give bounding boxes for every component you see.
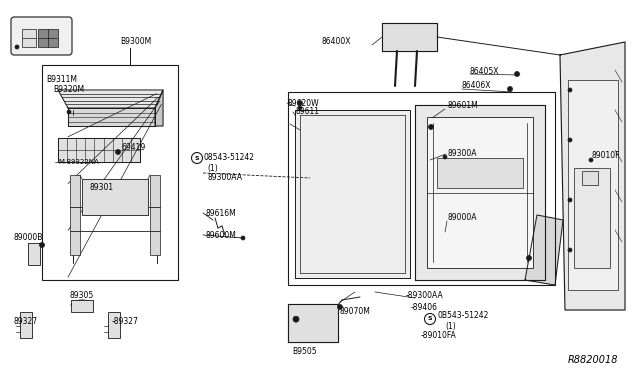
- Text: 89000B: 89000B: [14, 234, 44, 243]
- Text: -89010FA: -89010FA: [421, 330, 457, 340]
- Bar: [582, 171, 598, 185]
- Text: S: S: [428, 317, 432, 321]
- Circle shape: [115, 150, 120, 154]
- Text: 89616M: 89616M: [205, 208, 236, 218]
- Polygon shape: [295, 110, 410, 278]
- Circle shape: [568, 138, 572, 142]
- Bar: [568, 80, 618, 290]
- Text: -89327: -89327: [112, 317, 139, 327]
- Circle shape: [67, 110, 71, 114]
- Text: S: S: [195, 155, 199, 160]
- Text: 86406X: 86406X: [462, 81, 492, 90]
- Bar: [42, 65, 178, 280]
- Text: 89601M: 89601M: [448, 102, 479, 110]
- Text: B9311M: B9311M: [46, 76, 77, 84]
- Polygon shape: [68, 108, 155, 126]
- Text: 89000A: 89000A: [448, 214, 477, 222]
- Circle shape: [15, 45, 19, 49]
- Polygon shape: [382, 23, 437, 51]
- Text: 89300A: 89300A: [447, 150, 477, 158]
- Bar: [108, 312, 120, 338]
- Text: 89070M: 89070M: [340, 308, 371, 317]
- Text: 89327: 89327: [14, 317, 38, 327]
- Bar: [28, 243, 40, 265]
- Circle shape: [527, 256, 531, 260]
- Text: M-89322NA: M-89322NA: [58, 159, 99, 165]
- Bar: [22, 29, 36, 47]
- Text: B9505: B9505: [292, 347, 317, 356]
- Polygon shape: [415, 105, 545, 280]
- Circle shape: [515, 71, 520, 77]
- Polygon shape: [560, 42, 625, 310]
- Text: -89406: -89406: [411, 302, 438, 311]
- Text: B9300M: B9300M: [120, 38, 151, 46]
- Bar: [70, 175, 80, 255]
- Circle shape: [589, 158, 593, 162]
- Text: 08543-51242: 08543-51242: [204, 154, 255, 163]
- Bar: [437, 157, 523, 187]
- Circle shape: [568, 248, 572, 252]
- Circle shape: [429, 125, 433, 129]
- Bar: [38, 29, 58, 47]
- Text: (1): (1): [207, 164, 218, 173]
- Circle shape: [298, 100, 303, 106]
- Circle shape: [508, 87, 513, 92]
- FancyBboxPatch shape: [11, 17, 72, 55]
- Bar: [427, 117, 533, 268]
- Text: 89611: 89611: [296, 108, 320, 116]
- Circle shape: [443, 155, 447, 159]
- Bar: [150, 175, 160, 255]
- Text: R8820018: R8820018: [568, 355, 618, 365]
- Text: 89600M: 89600M: [205, 231, 236, 240]
- Text: (1): (1): [445, 321, 456, 330]
- Polygon shape: [58, 138, 140, 162]
- Circle shape: [293, 316, 299, 322]
- Text: 86400X: 86400X: [322, 38, 351, 46]
- Bar: [71, 300, 93, 312]
- Text: 89300AA: 89300AA: [207, 173, 242, 182]
- Text: 89010F: 89010F: [592, 151, 621, 160]
- Circle shape: [298, 106, 302, 110]
- Text: 89305: 89305: [70, 291, 94, 299]
- Polygon shape: [525, 215, 563, 285]
- Text: 89620W: 89620W: [288, 99, 319, 108]
- Polygon shape: [155, 90, 163, 126]
- Bar: [288, 92, 555, 285]
- Circle shape: [337, 305, 342, 310]
- Bar: [574, 168, 610, 268]
- Circle shape: [40, 243, 45, 247]
- Polygon shape: [288, 304, 338, 342]
- Circle shape: [568, 88, 572, 92]
- Bar: [20, 312, 32, 338]
- Text: -89300AA: -89300AA: [406, 291, 444, 299]
- Text: B9320M: B9320M: [53, 86, 84, 94]
- Bar: [82, 179, 148, 215]
- Text: 69419: 69419: [121, 144, 145, 153]
- Circle shape: [241, 236, 245, 240]
- Text: 89301: 89301: [90, 183, 114, 192]
- Text: 86405X: 86405X: [470, 67, 499, 76]
- Polygon shape: [58, 90, 163, 108]
- Circle shape: [568, 198, 572, 202]
- Text: 0B543-51242: 0B543-51242: [437, 311, 488, 321]
